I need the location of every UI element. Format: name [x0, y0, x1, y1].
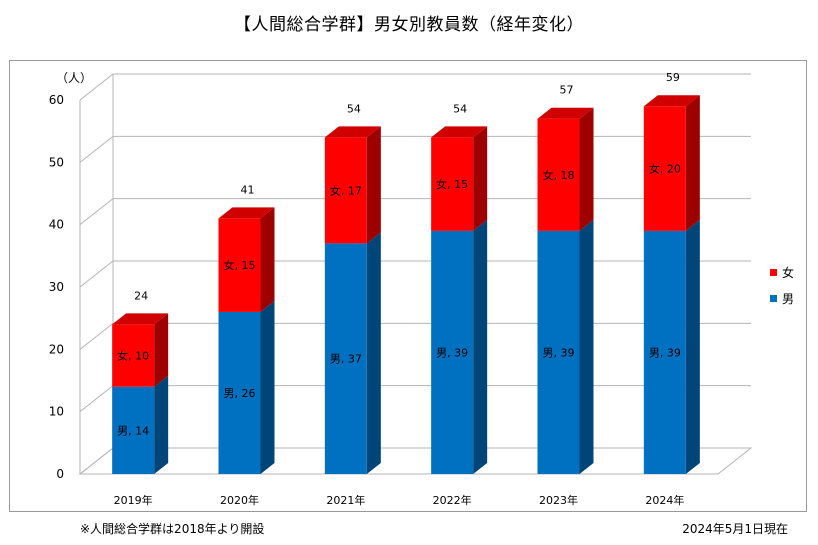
gridline-diagonal: [79, 135, 114, 163]
data-label: 女, 10: [117, 349, 149, 363]
total-label: 59: [666, 71, 680, 84]
data-label: 男, 37: [330, 353, 362, 366]
bar-side-male: [154, 375, 169, 474]
bar-side-male: [260, 300, 275, 474]
data-label: 女, 15: [436, 177, 468, 191]
footnote-left: ※人間総合学群は2018年より開設: [80, 522, 265, 536]
bar-top-face: [112, 313, 169, 325]
data-label: 男, 39: [436, 346, 468, 359]
data-label: 男, 39: [543, 346, 575, 359]
chart-title: 【人間総合学群】男女別教員数（経年変化）: [234, 15, 584, 35]
data-label: 女, 18: [543, 168, 575, 182]
bar-male: [431, 230, 474, 474]
chart-frame: [9, 60, 807, 512]
total-label: 54: [347, 102, 361, 115]
bar-side-female: [685, 95, 700, 231]
bar-top-face: [643, 95, 700, 107]
bar-side-male: [473, 219, 488, 474]
bar-side-male: [366, 232, 381, 474]
y-tick-label: 60: [49, 93, 64, 107]
legend-label: 女: [782, 265, 794, 280]
y-tick-label: 0: [56, 467, 64, 481]
data-label: 女, 17: [330, 183, 362, 197]
floor: [78, 447, 753, 475]
bar-side-female: [260, 207, 275, 312]
bar-male: [537, 230, 580, 474]
bar-female: [537, 118, 580, 231]
legend-swatch: [770, 295, 777, 302]
data-label: 女, 15: [224, 258, 256, 272]
gridline-diagonal: [79, 385, 114, 413]
legend-label: 男: [782, 292, 794, 306]
gridline-diagonal: [79, 73, 114, 101]
y-tick-label: 50: [49, 155, 64, 169]
bar-top-face: [218, 207, 275, 219]
bar-side-female: [366, 126, 381, 244]
total-label: 54: [453, 102, 467, 115]
x-tick-label: 2022年: [433, 493, 472, 507]
y-axis-label: （人）: [56, 71, 92, 85]
bar-side-male: [685, 219, 700, 474]
gridline-diagonal: [79, 322, 114, 350]
total-label: 24: [134, 289, 148, 302]
y-tick-label: 40: [49, 218, 64, 232]
bar-male: [218, 311, 261, 474]
total-label: 41: [241, 183, 255, 196]
bar-side-female: [154, 313, 169, 387]
bar-top-face: [431, 126, 488, 138]
bar-top-face: [324, 126, 381, 138]
data-label: 女, 20: [649, 162, 681, 176]
data-label: 男, 39: [649, 346, 681, 359]
data-label: 男, 14: [117, 424, 149, 437]
bar-side-female: [579, 107, 594, 231]
x-tick-label: 2024年: [645, 493, 684, 507]
y-tick-label: 10: [49, 405, 64, 419]
x-tick-label: 2021年: [326, 493, 365, 507]
y-tick-label: 20: [49, 342, 64, 356]
legend-swatch: [770, 269, 777, 276]
x-tick-label: 2020年: [220, 493, 259, 507]
bar-female: [324, 137, 367, 244]
bar-side-male: [579, 219, 594, 474]
gridline-diagonal: [79, 260, 114, 288]
bar-female: [112, 324, 155, 387]
bar-female: [431, 137, 474, 231]
bar-male: [112, 386, 155, 474]
bar-female: [643, 106, 686, 231]
footnote-right: 2024年5月1日現在: [682, 522, 788, 536]
bar-male: [324, 243, 367, 474]
gridline-diagonal: [79, 198, 114, 226]
x-tick-label: 2019年: [114, 493, 153, 507]
total-label: 57: [560, 84, 574, 97]
y-tick-label: 30: [49, 280, 64, 294]
bar-side-female: [473, 126, 488, 231]
bar-top-face: [537, 107, 594, 119]
bar-female: [218, 218, 261, 312]
data-label: 男, 26: [224, 387, 256, 400]
x-tick-label: 2023年: [539, 493, 578, 507]
bar-male: [643, 230, 686, 474]
